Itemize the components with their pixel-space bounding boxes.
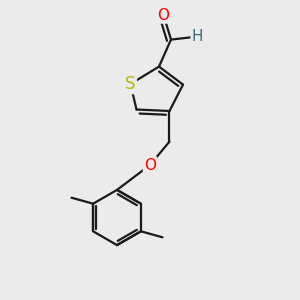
Text: O: O — [158, 8, 169, 22]
Text: H: H — [192, 29, 203, 44]
Text: S: S — [125, 75, 136, 93]
Text: O: O — [144, 158, 156, 172]
